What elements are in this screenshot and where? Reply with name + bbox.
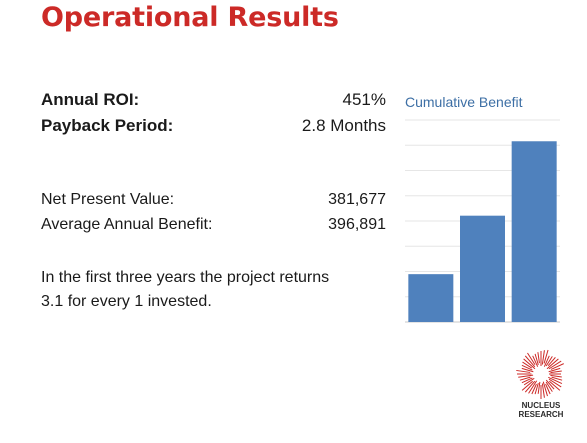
logo-text: NUCLEUS RESEARCH bbox=[511, 401, 571, 419]
payback-period-label: Payback Period: bbox=[41, 116, 174, 135]
chart-bar-3 bbox=[511, 141, 557, 322]
chart-bar-1 bbox=[408, 274, 454, 322]
annual-roi-label: Annual ROI: bbox=[41, 90, 140, 109]
average-annual-benefit-row: Average Annual Benefit: 396,891 bbox=[41, 216, 386, 234]
npv-value: 381,677 bbox=[328, 191, 386, 208]
cumulative-benefit-chart bbox=[405, 119, 560, 323]
annual-roi-row: Annual ROI: 451% bbox=[41, 90, 386, 110]
payback-period-value: 2.8 Months bbox=[301, 116, 386, 135]
average-annual-benefit-label: Average Annual Benefit: bbox=[41, 216, 213, 233]
chart-bar-2 bbox=[460, 215, 505, 322]
logo-text-line-1: NUCLEUS bbox=[521, 401, 561, 410]
roi-summary-line-1: In the first three years the project ret… bbox=[41, 269, 330, 286]
nucleus-research-logo-icon bbox=[516, 349, 564, 399]
payback-period-row: Payback Period: 2.8 Months bbox=[41, 116, 386, 136]
roi-summary-line-2: 3.1 for every 1 invested. bbox=[41, 293, 212, 310]
annual-roi-value: 451% bbox=[342, 90, 386, 109]
slide-title: Operational Results bbox=[41, 2, 339, 33]
npv-label: Net Present Value: bbox=[41, 191, 175, 208]
average-annual-benefit-value: 396,891 bbox=[328, 216, 386, 233]
chart-title: Cumulative Benefit bbox=[405, 94, 523, 110]
logo-text-line-2: RESEARCH bbox=[518, 410, 564, 419]
roi-summary: In the first three years the project ret… bbox=[41, 266, 386, 314]
npv-row: Net Present Value: 381,677 bbox=[41, 191, 386, 209]
